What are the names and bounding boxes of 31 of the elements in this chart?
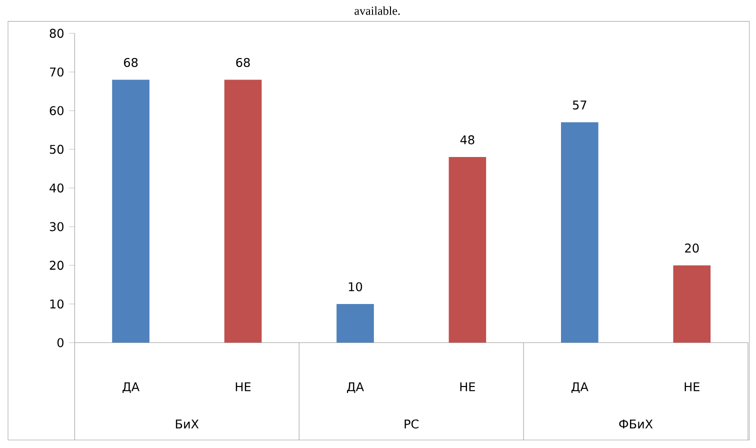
x-tick-label: НЕ bbox=[684, 382, 700, 392]
data-label: 68 bbox=[236, 58, 250, 68]
bar bbox=[673, 265, 711, 343]
x-tick-label: ДА bbox=[571, 382, 588, 394]
y-tick-label: 50 bbox=[50, 144, 64, 154]
x-tick-label: ДА bbox=[122, 382, 140, 394]
x-tick-label: НЕ bbox=[460, 382, 475, 392]
data-label: 20 bbox=[685, 244, 699, 253]
x-tick-label: НЕ bbox=[236, 382, 251, 392]
y-tick-label: 0 bbox=[57, 338, 64, 348]
text: available. bbox=[354, 6, 400, 15]
y-tick-label: 70 bbox=[50, 67, 64, 77]
y-tick-label: 20 bbox=[50, 260, 64, 270]
y-tick-label: 30 bbox=[50, 222, 64, 232]
y-tick-label: 80 bbox=[50, 28, 64, 38]
bar bbox=[112, 80, 150, 343]
bar bbox=[561, 122, 598, 343]
y-tick-label: 10 bbox=[50, 299, 64, 309]
bar bbox=[336, 304, 374, 343]
y-tick-label: 60 bbox=[50, 106, 64, 116]
bar bbox=[224, 80, 262, 343]
text: ФБиХ bbox=[619, 420, 653, 428]
text: БиХ bbox=[176, 420, 199, 428]
data-label: 57 bbox=[572, 100, 586, 110]
x-tick-label: ДА bbox=[347, 382, 364, 394]
data-label: 10 bbox=[348, 282, 362, 292]
bar bbox=[448, 157, 486, 343]
data-label: 48 bbox=[460, 135, 474, 144]
y-tick-label: 40 bbox=[50, 183, 64, 193]
data-label: 68 bbox=[124, 58, 138, 68]
text: РС bbox=[404, 419, 418, 429]
